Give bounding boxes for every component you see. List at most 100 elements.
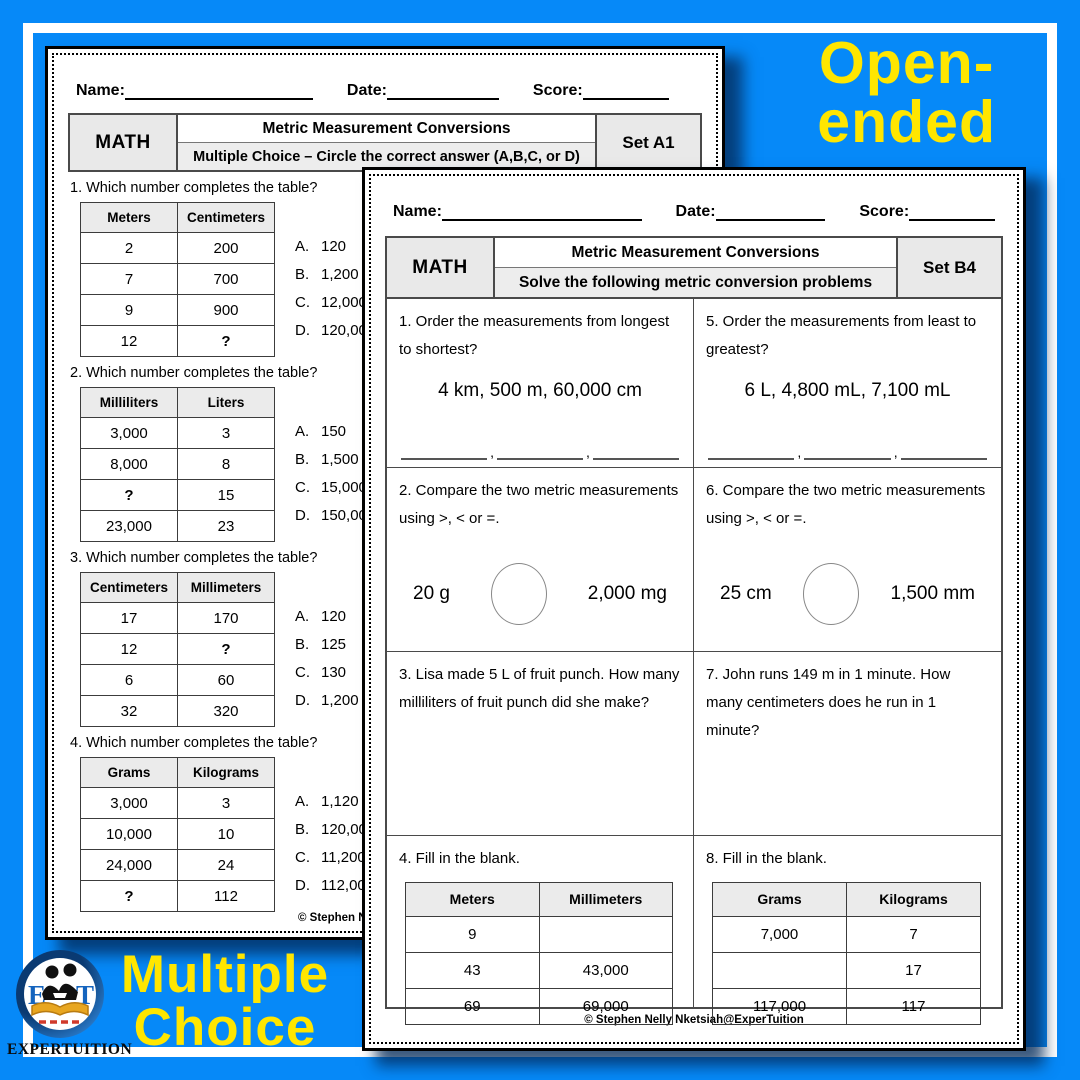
measurement-values: 4 km, 500 m, 60,000 cm	[438, 379, 642, 401]
left-measurement: 20 g	[413, 582, 450, 604]
table-row: 10,000 10	[80, 818, 275, 850]
table-cell: 9	[80, 294, 178, 326]
option-b: B. 125	[295, 635, 347, 653]
option-d: D. 150,000	[295, 506, 376, 524]
answer-circle	[803, 562, 860, 625]
date-label: Date:	[675, 203, 716, 220]
table-cell: 7	[80, 263, 178, 295]
table-cell: 15	[177, 479, 275, 511]
option-c: C. 130	[295, 663, 347, 681]
name-blank	[441, 200, 642, 221]
option-c: C. 15,000	[295, 478, 367, 496]
set-label: Set A1	[595, 115, 700, 170]
table-cell: 17	[80, 602, 178, 634]
table-cell: 8,000	[80, 448, 178, 480]
conversion-table: Milliliters Liters 3,000 3 8,000 8 ? 15 23,0…	[80, 387, 275, 542]
table-cell: ?	[80, 479, 178, 511]
table-cell: ?	[177, 633, 275, 665]
table-cell: 23,000	[80, 510, 178, 542]
measurement-values: 6 L, 4,800 mL, 7,100 mL	[744, 379, 951, 401]
question-block-3: 3. Which number completes the table? Cen…	[68, 550, 702, 727]
header-middle: Metric Measurement Conversions Solve the…	[495, 238, 896, 297]
table-cell: 3,000	[80, 787, 178, 819]
conversion-table: Centimeters Millimeters 17 170 12? 6 60 32 3…	[80, 572, 275, 727]
table-cell: 10	[177, 818, 275, 850]
score-label: Score:	[859, 203, 910, 220]
table-cell: 24	[177, 849, 275, 881]
question-prompt: 3. Lisa made 5 L of fruit punch. How man…	[399, 666, 680, 711]
table-cell: 3	[177, 417, 275, 449]
white-border-frame	[23, 23, 1057, 1057]
date-blank	[715, 200, 826, 221]
question-prompt: 6. Compare the two metric measurements u…	[706, 482, 986, 527]
table-cell: 3,000	[80, 417, 178, 449]
table-header-cell: Grams	[712, 881, 847, 917]
table-row: 24,000 24	[80, 849, 275, 881]
date-blank	[386, 79, 499, 100]
answer-blank	[592, 444, 680, 460]
table-cell: 12	[80, 325, 178, 357]
table-row: 69 69,000	[405, 987, 673, 1025]
table-cell: 12	[80, 633, 178, 665]
question-cell-5: 5. Order the measurements from least to …	[694, 299, 1001, 468]
table-cell: 24,000	[80, 849, 178, 881]
question-block-4: 4. Which number completes the table? Gra…	[68, 735, 702, 912]
table-row: ? 15	[80, 479, 275, 511]
question-cell-6: 6. Compare the two metric measurements u…	[694, 468, 1001, 652]
option-b: B. 1,500	[295, 450, 359, 468]
table-row: 3,000 3	[80, 417, 275, 449]
answer-blanks: , ,	[399, 444, 681, 460]
conversion-table: Meters Centimeters 2 200 7 700 9 900 12?	[80, 202, 275, 357]
subject-cell: MATH	[387, 238, 495, 297]
table-header-cell: Centimeters	[80, 572, 178, 603]
comparison-row: 25 cm 1,500 mm	[706, 562, 989, 625]
table-cell: 9	[405, 915, 540, 953]
option-a: A. 1,120	[295, 792, 359, 810]
subject-cell: MATH	[70, 115, 178, 170]
table-header-cell: Grams	[80, 757, 178, 788]
question-prompt: 5. Order the measurements from least to …	[706, 313, 977, 358]
comparison-row: 20 g 2,000 mg	[399, 562, 681, 625]
readers-icon	[42, 963, 78, 1000]
multiple-choice-label: Multiple Choice	[120, 945, 330, 1057]
question-cell-2: 2. Compare the two metric measurements u…	[387, 468, 694, 652]
logo-letter-t: T	[76, 980, 94, 1010]
table-cell: 43	[405, 951, 540, 989]
table-row: 32 320	[80, 695, 275, 727]
question-prompt: 4. Fill in the blank.	[399, 850, 520, 867]
question-prompt: 1. Order the measurements from longest t…	[399, 313, 670, 358]
option-a: A. 120	[295, 607, 347, 625]
option-d: D. 112,000	[295, 876, 375, 894]
table-row: 117,000 117	[712, 987, 981, 1025]
dotted-border: Name: Date: Score: MATH Metric Measureme…	[369, 174, 1019, 1044]
table-cell: 10,000	[80, 818, 178, 850]
table-cell: 170	[177, 602, 275, 634]
question-prompt: 2. Which number completes the table?	[70, 365, 318, 381]
table-cell: 700	[177, 263, 275, 295]
table-row: 12?	[80, 325, 275, 357]
table-header-cell: Millimeters	[538, 881, 673, 917]
question-prompt: 8. Fill in the blank.	[706, 850, 827, 867]
answer-options: A. 1,120 B. 120,000 C. 11,200 D. 112,000	[295, 787, 375, 912]
score-label: Score:	[532, 82, 583, 99]
table-cell-blank	[712, 951, 847, 989]
table-cell: 23	[177, 510, 275, 542]
right-measurement: 1,500 mm	[890, 582, 975, 604]
option-b: B. 120,000	[295, 820, 376, 838]
table-header-cell: Liters	[177, 387, 275, 418]
table-header-cell: Meters	[80, 202, 178, 233]
question-cell-4: 4. Fill in the blank. Meters Millimeters …	[387, 836, 694, 1025]
question-grid: 1. Order the measurements from longest t…	[385, 299, 1003, 1025]
table-cell: 7,000	[712, 915, 847, 953]
table-cell: 117	[846, 987, 981, 1025]
worksheet-title: Metric Measurement Conversions	[495, 238, 896, 268]
worksheet-set-b4: Name: Date: Score: MATH Metric Measureme…	[362, 167, 1026, 1051]
table-cell: 69	[405, 987, 540, 1025]
name-date-score-row: Name: Date: Score:	[76, 79, 694, 100]
worksheet-title: Metric Measurement Conversions	[178, 115, 595, 143]
table-cell: 60	[177, 664, 275, 696]
question-cell-1: 1. Order the measurements from longest t…	[387, 299, 694, 468]
table-cell: 900	[177, 294, 275, 326]
table-row: ? 112	[80, 880, 275, 912]
table-header-cell: Millimeters	[177, 572, 275, 603]
